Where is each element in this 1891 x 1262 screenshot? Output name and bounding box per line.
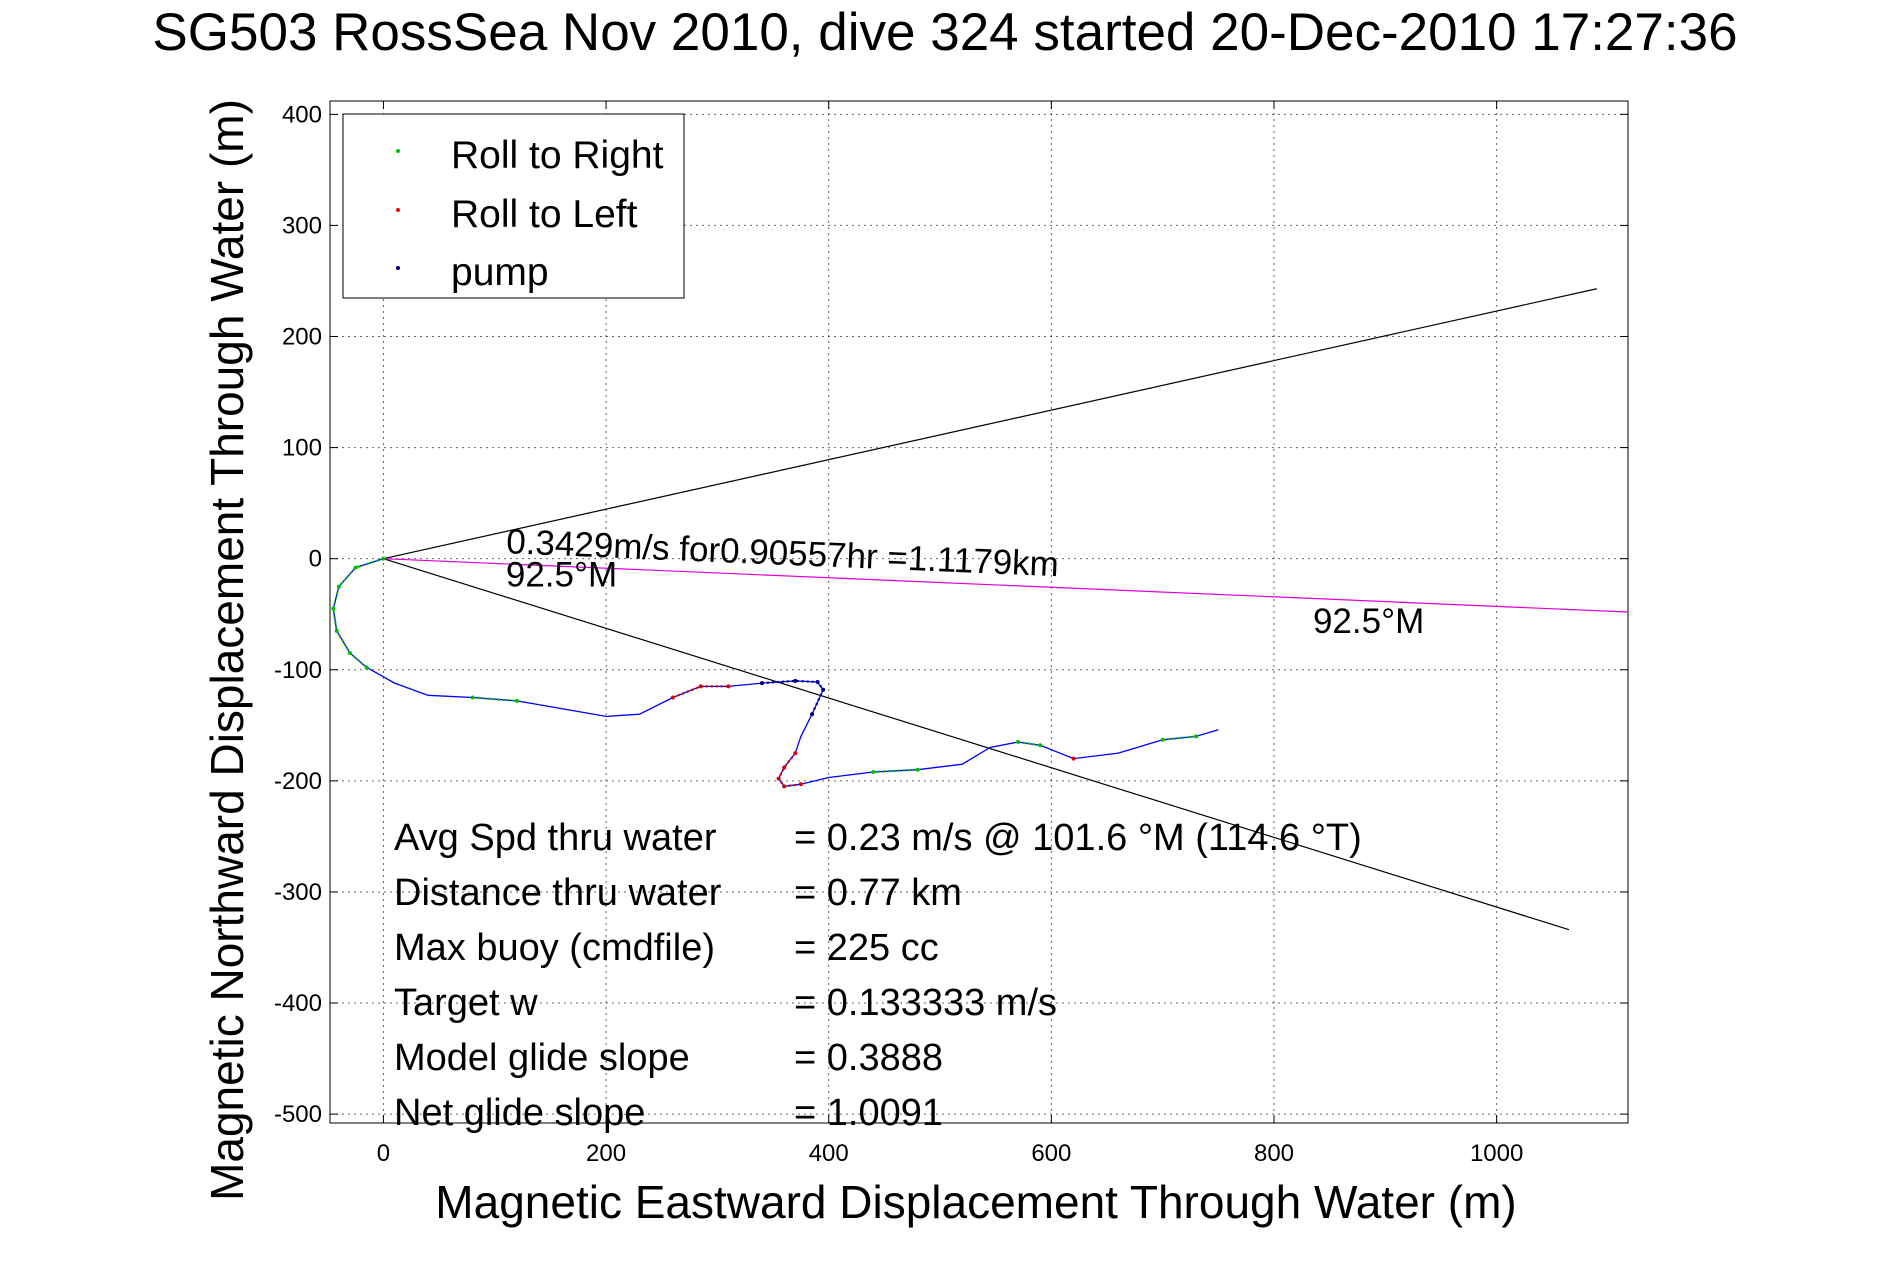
y-axis-label: Magnetic Northward Displacement Through … [201,99,253,1201]
y-tick-label: -400 [274,990,322,1017]
roll-to-right-point [1038,743,1043,748]
x-tick-label: 0 [377,1140,390,1167]
roll-to-right-point [1194,734,1199,739]
stat-label: Target w [394,982,538,1024]
y-tick-label: 100 [282,435,322,462]
roll-to-right-point [1160,737,1165,742]
y-tick-label: -100 [274,657,322,684]
legend-marker-roll-right [396,149,400,153]
upper-bound [383,288,1597,560]
legend-label-roll-left: Roll to Left [451,193,638,236]
roll-to-left-point [1071,756,1076,761]
chart-title: SG503 RossSea Nov 2010, dive 324 started… [152,3,1737,62]
track-line [332,558,1219,788]
pump-point [759,681,764,686]
y-tick-label: -200 [274,768,322,795]
roll-to-right-point [1015,739,1020,744]
stat-label: Avg Spd thru water [394,817,717,859]
roll-to-right-point [871,769,876,774]
y-tick-label: 400 [282,101,322,128]
roll-to-right-point [515,698,520,703]
stat-value: = 0.3888 [794,1037,943,1079]
stat-label: Net glide slope [394,1092,645,1134]
legend-label-roll-right: Roll to Right [451,134,664,177]
stat-value: = 225 cc [794,927,939,969]
roll-to-left-point [726,684,731,689]
roll-to-left-segment [777,752,802,788]
roll-to-right-point [331,606,336,611]
y-tick-label: 200 [282,324,322,351]
x-tick-label: 1000 [1470,1140,1523,1167]
x-tick-label: 200 [586,1140,626,1167]
pump-segment [761,679,825,715]
roll-to-right-segment [1162,735,1197,741]
stats-block: Avg Spd thru water = 0.23 m/s @ 101.6 °M… [394,817,1362,1134]
roll-to-right-point [381,556,386,561]
legend-label-pump: pump [451,251,549,294]
y-tick-label: 300 [282,212,322,239]
roll-to-left-point [782,765,787,770]
y-tick-label: -500 [274,1101,322,1128]
stat-label: Distance thru water [394,872,722,914]
roll-to-right-point [470,695,475,700]
stat-value: = 0.77 km [794,872,962,914]
roll-to-right-point [336,584,341,589]
roll-to-right-point [348,651,353,656]
annotations: 0.3429m/s for0.90557hr =1.1179km92.5°M92… [506,522,1425,641]
stat-value: = 1.0091 [794,1092,943,1134]
roll-to-right-point [334,628,339,633]
pump-point [821,687,826,692]
stat-label: Max buoy (cmdfile) [394,927,715,969]
reference-lines [383,288,1629,931]
heading-annotation-left: 92.5°M [506,555,617,594]
legend-marker-pump [396,266,400,270]
x-tick-label: 800 [1254,1140,1294,1167]
y-tick-label: -300 [274,879,322,906]
stat-value: = 0.133333 m/s [794,982,1057,1024]
roll-to-right-segment [1017,740,1041,747]
pump-point [810,712,815,717]
roll-to-left-point [776,776,781,781]
legend-marker-roll-left [396,208,400,212]
roll-to-right-point [353,565,358,570]
x-axis-label: Magnetic Eastward Displacement Through W… [435,1176,1516,1228]
heading-line [383,558,1629,613]
roll-to-left-point [798,782,803,787]
x-tick-label: 400 [809,1140,849,1167]
pump-point [793,678,798,683]
y-tick-label: 0 [309,546,322,573]
roll-to-right-point [364,665,369,670]
x-tick-label: 600 [1031,1140,1071,1167]
roll-to-left-point [698,684,703,689]
pump-point [815,679,820,684]
lower-bound [383,558,1570,931]
roll-to-right-point [915,767,920,772]
heading-annotation-right: 92.5°M [1313,602,1424,641]
roll-to-left-point [793,751,798,756]
roll-to-left-point [782,784,787,789]
axis-ticks: 0 200 400 600 800 10004003002001000-100-200-3… [274,101,1628,1167]
roll-to-left-point [670,695,675,700]
stat-value: = 0.23 m/s @ 101.6 °M (114.6 °T) [794,817,1362,859]
track-group [331,556,1219,789]
legend: Roll to Right Roll to Left pump [342,113,685,299]
roll-to-right-segment [332,557,384,669]
stat-label: Model glide slope [394,1037,690,1079]
